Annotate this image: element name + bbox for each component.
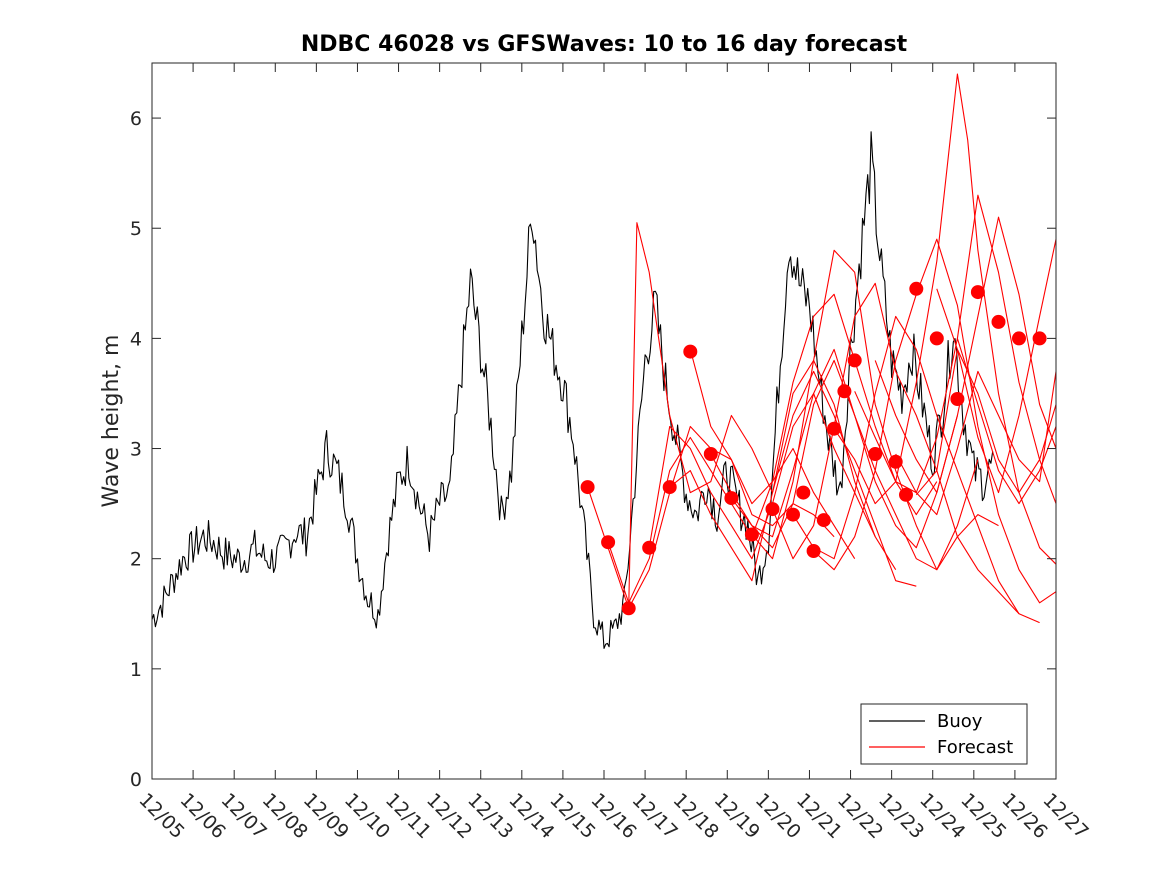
- legend-box: [860, 703, 1028, 765]
- forecast-point-9: [765, 502, 780, 517]
- forecast-point-5: [683, 344, 698, 359]
- y-tick-label-1: 1: [130, 659, 142, 681]
- chart-title: NDBC 46028 vs GFSWaves: 10 to 16 day for…: [301, 32, 908, 57]
- forecast-point-6: [703, 447, 718, 461]
- y-tick-label-5: 5: [130, 218, 142, 240]
- forecast-point-22: [950, 392, 965, 406]
- forecast-line-14: [874, 216, 1057, 494]
- forecast-point-10: [786, 507, 800, 522]
- forecast-point-15: [837, 384, 852, 399]
- forecast-point-14: [827, 421, 842, 436]
- y-tick-label-4: 4: [130, 328, 142, 350]
- forecast-point-16: [847, 353, 862, 368]
- forecast-point-19: [899, 487, 913, 502]
- legend-label-buoy: Buoy: [937, 711, 983, 732]
- y-tick-label-0: 0: [130, 769, 142, 791]
- plot-area: [152, 63, 1056, 779]
- forecast-line-15: [895, 370, 1057, 516]
- series-layer: [151, 73, 1057, 649]
- forecast-point-0: [580, 480, 595, 495]
- forecast-line-11: [813, 238, 1057, 604]
- y-tick-label-2: 2: [130, 549, 142, 571]
- legend: Buoy Forecast: [860, 703, 1028, 765]
- forecast-point-24: [991, 314, 1006, 329]
- forecast-line-17: [936, 239, 1057, 494]
- forecast-point-17: [868, 447, 883, 461]
- forecast-point-18: [888, 454, 903, 469]
- legend-label-forecast: Forecast: [937, 737, 1013, 758]
- forecast-line-16: [915, 348, 1057, 496]
- forecast-point-1: [601, 535, 616, 550]
- forecast-point-4: [662, 480, 677, 495]
- forecast-point-23: [970, 285, 985, 300]
- forecast-point-21: [929, 331, 944, 346]
- forecast-point-8: [744, 527, 759, 542]
- y-tick-label-3: 3: [130, 439, 142, 461]
- forecast-point-13: [816, 513, 831, 528]
- forecast-line-18: [956, 338, 1057, 505]
- forecast-point-12: [806, 544, 821, 558]
- forecast-point-7: [724, 491, 739, 506]
- forecast-line-4: [669, 370, 917, 587]
- buoy-line: [151, 131, 994, 649]
- forecast-point-3: [642, 540, 657, 555]
- forecast-point-25: [1012, 331, 1026, 346]
- forecast-line-9: [771, 282, 1020, 615]
- forecast-point-2: [621, 601, 636, 616]
- forecast-line-2: [628, 222, 876, 609]
- forecast-point-11: [796, 485, 811, 500]
- y-axis-label: Wave height, m: [99, 335, 124, 508]
- y-tick-label-6: 6: [130, 108, 142, 130]
- forecast-point-26: [1032, 331, 1047, 346]
- forecast-point-20: [909, 281, 924, 296]
- forecast-line-10: [792, 315, 1040, 624]
